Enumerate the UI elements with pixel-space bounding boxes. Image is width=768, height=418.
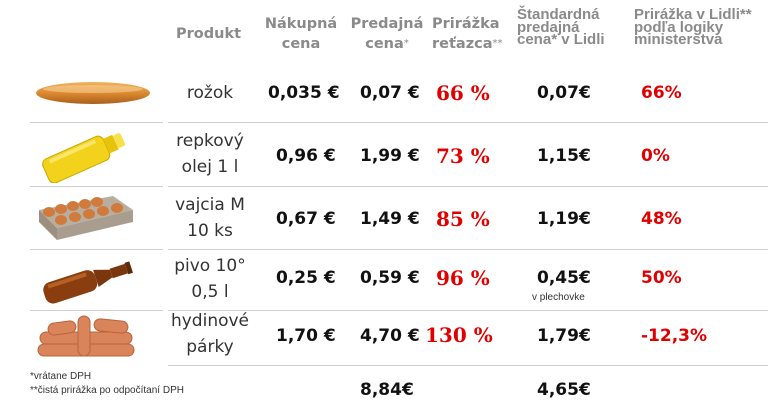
header-markup: Prirážka reťazca** bbox=[432, 16, 503, 52]
header-purchase-price: Nákupná cena bbox=[262, 16, 340, 52]
product-name-line1: repkový bbox=[176, 131, 244, 151]
product-name: repkový olej 1 l bbox=[150, 128, 270, 180]
row-divider bbox=[30, 122, 163, 123]
selling-price: 1,49 € bbox=[360, 209, 420, 229]
bread-roll-icon bbox=[34, 78, 152, 110]
header-lidl-line3: cena* v Lidli bbox=[517, 31, 605, 48]
purchase-price: 1,70 € bbox=[276, 326, 336, 346]
product-name-line1: pivo 10° bbox=[174, 256, 246, 276]
header-selling-price: Predajná cena* bbox=[346, 16, 428, 52]
ministry-markup: 66% bbox=[641, 83, 682, 103]
sausages-icon bbox=[34, 312, 138, 366]
purchase-price: 0,035 € bbox=[268, 83, 340, 103]
ministry-markup: -12,3% bbox=[641, 326, 708, 346]
row-divider bbox=[168, 365, 768, 366]
header-purchase-price-line2: cena bbox=[281, 36, 321, 52]
product-name: hydinové párky bbox=[150, 308, 270, 360]
footnote-net-markup: **čistá prirážka po odpočítaní DPH bbox=[30, 385, 184, 396]
lidl-price: 1,19€ bbox=[537, 209, 591, 229]
selling-price: 0,59 € bbox=[360, 268, 420, 288]
total-lidl-price: 4,65€ bbox=[537, 380, 591, 400]
header-markup-word: reťazca bbox=[432, 36, 493, 52]
lidl-price: 0,45€ bbox=[537, 268, 591, 288]
chain-markup: 96 % bbox=[436, 266, 490, 290]
product-name: vajcia M 10 ks bbox=[150, 192, 270, 244]
selling-price: 1,99 € bbox=[360, 146, 420, 166]
row-divider bbox=[168, 249, 768, 250]
lidl-price: 0,07€ bbox=[537, 83, 591, 103]
lidl-price-note: v plechovke bbox=[532, 292, 585, 303]
header-ministry-line3: ministerstva bbox=[634, 31, 723, 48]
purchase-price: 0,96 € bbox=[276, 146, 336, 166]
ministry-markup: 48% bbox=[641, 209, 682, 229]
header-selling-price-line2: cena* bbox=[346, 36, 428, 52]
product-name: pivo 10° 0,5 l bbox=[150, 253, 270, 305]
header-markup-line2: reťazca** bbox=[432, 36, 503, 52]
row-divider bbox=[30, 249, 163, 250]
purchase-price: 0,67 € bbox=[276, 209, 336, 229]
header-product: Produkt bbox=[176, 26, 242, 42]
ministry-markup: 50% bbox=[641, 268, 682, 288]
row-divider bbox=[30, 310, 163, 311]
row-divider bbox=[168, 122, 768, 123]
selling-price: 4,70 € bbox=[360, 326, 420, 346]
beer-bottle-icon bbox=[38, 256, 138, 308]
lidl-price: 1,79€ bbox=[537, 326, 591, 346]
chain-markup: 85 % bbox=[436, 207, 490, 231]
header-ministry-line2: podľa logiky bbox=[634, 18, 724, 36]
header-ministry-markup: Prirážka v Lidli** podľa logiky minister… bbox=[634, 6, 752, 48]
header-lidl-price: Štandardná predajná cena* v Lidli bbox=[517, 6, 605, 48]
row-divider bbox=[168, 310, 768, 311]
product-name-line2: olej 1 l bbox=[181, 157, 239, 177]
product-name-line2: 10 ks bbox=[187, 221, 233, 241]
header-selling-price-mark: * bbox=[403, 38, 409, 49]
chain-markup: 66 % bbox=[436, 81, 490, 105]
row-divider bbox=[168, 186, 768, 187]
header-markup-line1: Prirážka bbox=[432, 16, 500, 32]
header-selling-price-word: cena bbox=[365, 36, 404, 52]
lidl-price: 1,15€ bbox=[537, 146, 591, 166]
product-name-line1: vajcia M bbox=[175, 195, 245, 215]
product-name-line2: párky bbox=[186, 337, 234, 357]
ministry-markup: 0% bbox=[641, 146, 670, 166]
product-name-line2: 0,5 l bbox=[191, 282, 229, 302]
header-purchase-price-line1: Nákupná bbox=[264, 16, 338, 32]
egg-carton-icon bbox=[35, 190, 135, 248]
header-lidl-line2: predajná bbox=[517, 18, 580, 36]
header-ministry-line1: Prirážka v Lidli** bbox=[634, 6, 752, 23]
header-selling-price-line1: Predajná bbox=[350, 16, 424, 32]
header-lidl-line1: Štandardná bbox=[517, 6, 600, 23]
footnote-vat: *vrátane DPH bbox=[30, 371, 92, 382]
row-divider bbox=[30, 186, 163, 187]
chain-markup: 130 % bbox=[425, 323, 493, 347]
selling-price: 0,07 € bbox=[360, 83, 420, 103]
header-markup-mark: ** bbox=[492, 38, 503, 49]
total-selling-price: 8,84€ bbox=[360, 380, 414, 400]
chain-markup: 73 % bbox=[436, 144, 490, 168]
product-name-line1: hydinové bbox=[170, 311, 250, 331]
purchase-price: 0,25 € bbox=[276, 268, 336, 288]
oil-bottle-icon bbox=[36, 127, 132, 187]
product-name: rožok bbox=[186, 83, 234, 103]
